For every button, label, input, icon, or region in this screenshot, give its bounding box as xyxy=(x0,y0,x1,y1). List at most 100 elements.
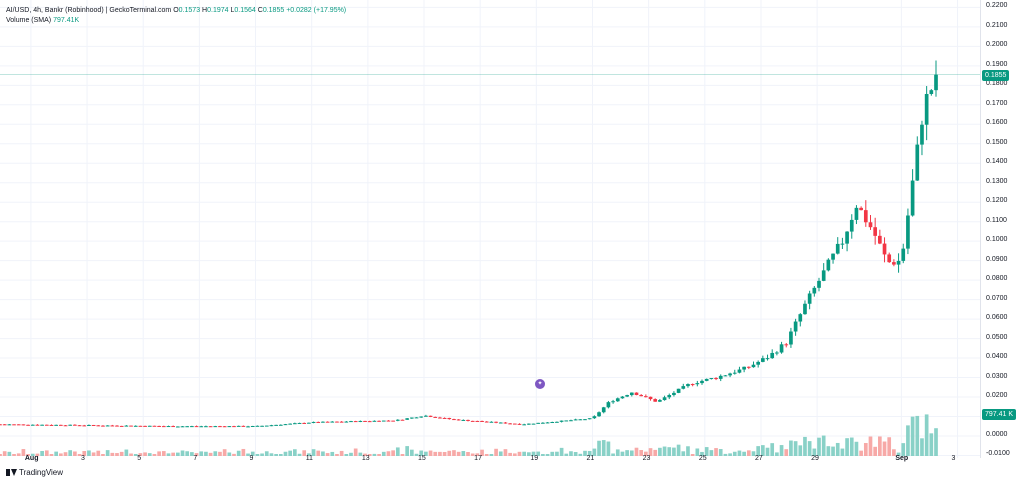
candle-body xyxy=(339,421,344,423)
volume-bar xyxy=(835,442,840,456)
price-tick-label: 0.0900 xyxy=(986,255,1008,263)
volume-bar xyxy=(807,441,812,456)
price-tick-label: 0.2100 xyxy=(986,21,1008,29)
candle-body xyxy=(681,386,686,389)
candle-body xyxy=(714,378,718,380)
volume-bar xyxy=(892,449,896,456)
candle-body xyxy=(147,425,152,427)
candle-body xyxy=(363,420,367,422)
legend-symbol-row: AI/USD, 4h, Bankr (Robinhood) | GeckoTer… xyxy=(6,6,346,16)
candle-body xyxy=(311,421,316,423)
candle-body xyxy=(934,74,938,91)
volume-bar xyxy=(297,453,302,456)
volume-bar xyxy=(40,450,44,456)
candle-body xyxy=(807,293,812,304)
volume-bar xyxy=(213,451,218,456)
price-tick-label: 0.0200 xyxy=(986,392,1008,400)
candle-body xyxy=(601,407,606,413)
candle-body xyxy=(129,425,133,427)
candle-body xyxy=(49,424,54,426)
candle-body xyxy=(667,395,672,398)
volume-bar xyxy=(278,454,283,456)
candle-body xyxy=(302,422,307,424)
volume-bar xyxy=(737,450,742,456)
candle-body xyxy=(115,425,119,427)
candle-body xyxy=(278,424,283,426)
candle-body xyxy=(840,243,845,245)
candle-body xyxy=(119,425,124,427)
candle-body xyxy=(653,399,658,402)
price-chart[interactable] xyxy=(0,0,980,458)
candle-body xyxy=(293,423,297,425)
volume-bar xyxy=(597,440,601,456)
volume-bar xyxy=(208,452,213,456)
candle-body xyxy=(185,426,190,428)
volume-bar xyxy=(746,450,751,456)
candle-body xyxy=(349,421,353,423)
volume-bar xyxy=(587,450,592,456)
price-tick-label: 0.1700 xyxy=(986,99,1008,107)
price-axis[interactable]: 0.2200 0.2100 0.2000 0.1900 0.1800 0.1700 0.16… xyxy=(980,0,1024,458)
volume-bar xyxy=(681,451,686,456)
volume-bar xyxy=(87,450,91,456)
candle-body xyxy=(718,375,723,379)
candle-body xyxy=(746,366,751,368)
candle-body xyxy=(779,344,784,353)
candle-body xyxy=(466,419,470,421)
symbol-label[interactable]: AI/USD, 4h, Bankr (Robinhood) xyxy=(6,7,104,14)
candle-body xyxy=(386,420,391,422)
candle-body xyxy=(157,425,161,427)
chart-area[interactable] xyxy=(0,0,980,458)
volume-bar xyxy=(770,443,775,456)
candle-body xyxy=(498,422,503,424)
volume-tag: 797.41 K xyxy=(982,409,1017,420)
volume-bar xyxy=(260,453,264,456)
candle-body xyxy=(353,421,358,423)
candle-body xyxy=(358,420,363,422)
chart-legend: AI/USD, 4h, Bankr (Robinhood) | GeckoTer… xyxy=(6,6,346,26)
candle-body xyxy=(330,421,335,423)
candle-body xyxy=(611,401,615,403)
candle-body xyxy=(190,426,194,428)
tradingview-logo[interactable]: TradingView xyxy=(6,468,63,477)
volume-value: 797.41K xyxy=(53,17,80,24)
candle-body xyxy=(442,417,447,419)
volume-bar xyxy=(190,452,194,456)
volume-label[interactable]: Volume (SMA) xyxy=(6,17,52,24)
volume-bar xyxy=(68,450,73,456)
volume-bar xyxy=(16,453,21,456)
volume-bar xyxy=(882,441,887,456)
volume-bar xyxy=(690,454,695,456)
candle-body xyxy=(578,419,583,421)
time-axis[interactable]: Aug 3 5 7 9 11 13 15 17 19 21 23 25 27 29 Sep 3 xyxy=(0,455,980,483)
volume-bar xyxy=(863,443,868,456)
candle-body xyxy=(54,424,59,426)
volume-bar xyxy=(339,450,344,456)
legend-volume-row: Volume (SMA) 797.41K xyxy=(6,16,346,26)
volume-bar xyxy=(723,453,728,456)
volume-bar xyxy=(625,450,629,456)
gecko-event-icon[interactable]: ✦ xyxy=(535,379,545,389)
time-tick-label: Sep xyxy=(895,455,909,462)
candle-body xyxy=(910,180,915,216)
volume-bar xyxy=(859,450,863,456)
volume-bar xyxy=(358,452,363,456)
volume-bar xyxy=(325,453,330,456)
volume-bar xyxy=(667,447,672,456)
candle-body xyxy=(901,248,906,261)
time-tick-label: 9 xyxy=(249,455,254,462)
volume-bar xyxy=(274,454,278,456)
candle-body xyxy=(424,415,428,417)
volume-bar xyxy=(241,448,246,456)
volume-bar xyxy=(466,452,470,456)
candle-body xyxy=(929,90,934,94)
volume-bar xyxy=(96,450,101,456)
candle-body xyxy=(391,420,395,422)
candle-body xyxy=(508,423,512,425)
volume-bar xyxy=(896,452,901,456)
price-tick-label: 0.0800 xyxy=(986,275,1008,283)
candle-body xyxy=(742,366,746,370)
candle-body xyxy=(133,425,138,427)
candle-body xyxy=(892,262,896,265)
candle-body xyxy=(793,321,798,332)
